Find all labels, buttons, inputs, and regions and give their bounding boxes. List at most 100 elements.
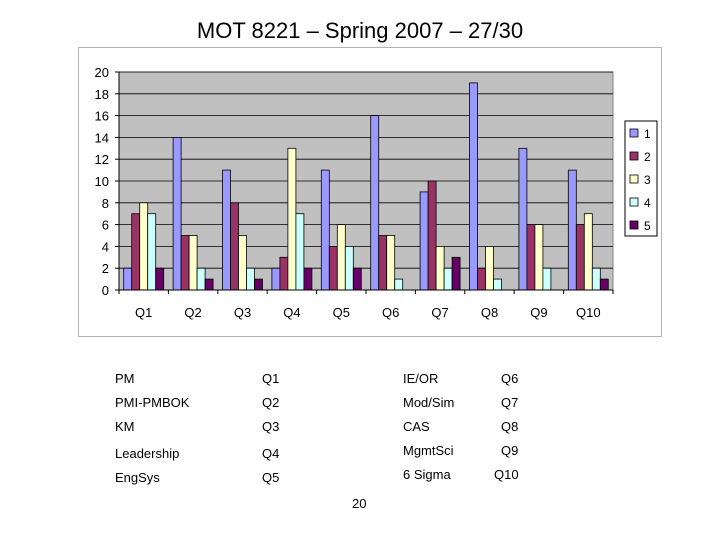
bar-Q7-series-5: [451, 256, 461, 291]
bar-Q3-series-3: [238, 235, 247, 291]
bar-Q7-series-3: [435, 245, 445, 291]
y-tick-label: 20: [95, 65, 109, 80]
legend-label-4: 4: [644, 196, 651, 210]
bar-Q9-series-1: [518, 147, 528, 291]
key-code-right-1: Q7: [501, 395, 519, 410]
bar-Q7-series-4: [443, 267, 453, 291]
y-tick-label: 6: [102, 218, 109, 233]
bar-Q6-series-1: [370, 115, 380, 291]
bar-Q8-series-2: [477, 267, 486, 291]
bar-Q8-series-1: [469, 82, 478, 291]
key-code-right-3: Q9: [501, 443, 519, 458]
key-label-right-1: Mod/Sim: [403, 395, 455, 410]
key-label-left-1: PMI-PMBOK: [115, 395, 190, 410]
x-tick-label: Q1: [135, 305, 152, 320]
legend-swatch-5: [629, 220, 639, 230]
bar-Q5-series-4: [344, 245, 354, 291]
slide-title: MOT 8221 – Spring 2007 – 27/30: [196, 18, 524, 43]
bar-Q2-series-1: [172, 136, 182, 291]
bar-Q10-series-5: [599, 278, 609, 291]
key-code-left-4: Q5: [262, 470, 280, 485]
key-label-left-2: KM: [115, 419, 135, 434]
y-tick-label: 14: [95, 130, 109, 145]
x-tick-label: Q3: [234, 305, 251, 320]
y-tick-label: 4: [102, 239, 109, 254]
y-tick-label: 2: [102, 261, 109, 276]
bar-Q10-series-3: [583, 213, 593, 291]
key-label-left-3: Leadership: [115, 446, 180, 461]
bar-Q3-series-4: [246, 267, 255, 291]
legend-swatch-2: [629, 151, 639, 161]
bar-Q1-series-1: [123, 267, 133, 291]
bar-Q8-series-3: [485, 245, 494, 291]
bar-Q1-series-3: [139, 202, 149, 291]
y-tick-label: 12: [95, 152, 109, 167]
bar-Q1-series-5: [155, 267, 165, 291]
legend-label-2: 2: [644, 150, 651, 164]
bar-Q10-series-4: [591, 267, 601, 291]
legend-label-1: 1: [644, 127, 651, 141]
legend-swatch-4: [629, 197, 639, 207]
bar-Q3-series-1: [222, 169, 231, 291]
page-number: 20: [352, 496, 367, 511]
bar-Q3-series-5: [254, 278, 263, 291]
y-tick-label: 18: [95, 87, 109, 102]
y-tick-label: 16: [95, 109, 109, 124]
bar-Q6-series-2: [378, 235, 388, 291]
bar-Q5-series-2: [328, 245, 338, 291]
bar-Q8-series-4: [493, 278, 502, 291]
key-code-right-0: Q6: [501, 371, 519, 386]
bar-Q5-series-3: [336, 224, 346, 291]
bar-Q1-series-4: [147, 213, 157, 291]
bar-Q6-series-3: [386, 235, 396, 291]
key-label-left-4: EngSys: [115, 470, 160, 485]
key-label-right-4: 6 Sigma: [403, 467, 451, 482]
key-label-left-0: PM: [115, 371, 135, 386]
x-tick-label: Q8: [481, 305, 498, 320]
x-tick-label: Q10: [576, 305, 601, 320]
bar-Q9-series-3: [534, 224, 544, 291]
bar-Q7-series-2: [427, 180, 437, 291]
bar-Q4-series-1: [271, 267, 281, 291]
bar-Q2-series-3: [188, 235, 198, 291]
bar-Q2-series-2: [180, 235, 190, 291]
key-code-left-1: Q2: [262, 395, 280, 410]
key-code-left-0: Q1: [262, 371, 280, 386]
key-code-right-2: Q8: [501, 419, 519, 434]
bar-Q4-series-5: [303, 267, 313, 291]
key-code-left-2: Q3: [262, 419, 280, 434]
legend-label-3: 3: [644, 173, 651, 187]
bar-Q4-series-3: [287, 147, 297, 291]
bar-Q10-series-1: [567, 169, 577, 291]
key-label-right-2: CAS: [403, 419, 430, 434]
x-tick-label: Q9: [530, 305, 547, 320]
key-code-right-4: Q10: [494, 467, 519, 482]
bar-Q9-series-2: [526, 224, 536, 291]
bar-Q1-series-2: [131, 213, 141, 291]
x-tick-label: Q6: [382, 305, 399, 320]
bar-Q9-series-4: [542, 267, 552, 291]
key-label-right-0: IE/OR: [403, 371, 439, 386]
x-tick-label: Q4: [283, 305, 300, 320]
bar-Q5-series-5: [352, 267, 362, 291]
legend-swatch-1: [629, 128, 639, 138]
bar-Q4-series-2: [279, 256, 289, 291]
bar-Q7-series-1: [419, 191, 429, 291]
bar-Q2-series-4: [196, 267, 206, 291]
bar-Q2-series-5: [204, 278, 214, 291]
bar-Q6-series-4: [394, 278, 404, 291]
x-tick-label: Q7: [431, 305, 448, 320]
bar-Q5-series-1: [320, 169, 330, 291]
x-tick-label: Q5: [333, 305, 350, 320]
key-label-right-3: MgmtSci: [403, 443, 454, 458]
key-code-left-3: Q4: [262, 446, 280, 461]
x-tick-label: Q2: [184, 305, 201, 320]
y-tick-label: 0: [102, 283, 109, 298]
y-tick-label: 10: [95, 174, 109, 189]
bar-Q3-series-2: [230, 202, 239, 291]
legend-label-5: 5: [644, 219, 651, 233]
bar-Q10-series-2: [575, 224, 585, 291]
y-tick-label: 8: [102, 196, 109, 211]
legend-swatch-3: [629, 174, 639, 184]
bar-Q4-series-4: [295, 213, 305, 291]
